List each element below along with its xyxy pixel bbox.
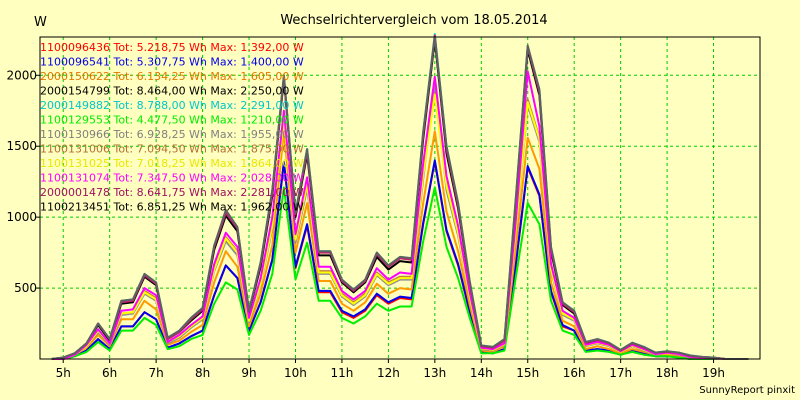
- x-tick-label: 11h: [330, 366, 353, 380]
- x-tick-label: 9h: [241, 366, 256, 380]
- x-tick-label: 5h: [56, 366, 71, 380]
- y-tick-label: 500: [14, 281, 37, 295]
- x-tick-label: 19h: [702, 366, 725, 380]
- legend-entry: 1100131006 Tot: 7.094,50 Wh Max: 1.875,0…: [40, 143, 304, 156]
- x-tick-label: 6h: [102, 366, 117, 380]
- gridlines: [40, 37, 760, 359]
- y-tick-label: 1500: [6, 139, 37, 153]
- plot-frame: [39, 36, 761, 360]
- x-tick-label: 8h: [195, 366, 210, 380]
- series-line-2000150622: [51, 130, 749, 360]
- series-lines: [51, 33, 749, 360]
- legend: 1100096436 Tot: 5.218,75 Wh Max: 1.392,0…: [40, 41, 304, 214]
- legend-entry: 1100131025 Tot: 7.018,25 Wh Max: 1.864,0…: [40, 157, 304, 170]
- x-tick-label: 17h: [609, 366, 632, 380]
- y-tick-label: 2000: [6, 68, 37, 82]
- series-line-1100131074: [51, 70, 749, 360]
- x-tick-label: 18h: [656, 366, 679, 380]
- y-axis-label: W: [34, 15, 47, 30]
- x-tick-label: 13h: [423, 366, 446, 380]
- legend-entry: 2000001478 Tot: 8.641,75 Wh Max: 2.281,0…: [40, 186, 304, 199]
- chart-title: Wechselrichtervergleich vom 18.05.2014: [280, 13, 547, 28]
- legend-entry: 1100213451 Tot: 6.851,25 Wh Max: 1.962,0…: [40, 201, 304, 214]
- legend-entry: 2000154799 Tot: 8.464,00 Wh Max: 2.250,0…: [40, 85, 304, 98]
- legend-entry: 2000150622 Tot: 6.134,25 Wh Max: 1.605,0…: [40, 70, 304, 83]
- x-tick-label: 14h: [470, 366, 493, 380]
- series-line-1100213451: [51, 36, 749, 360]
- legend-entry: 2000149882 Tot: 8.788,00 Wh Max: 2.291,0…: [40, 99, 304, 112]
- x-tick-label: 10h: [284, 366, 307, 380]
- y-tick-label: 1000: [6, 210, 37, 224]
- legend-entry: 1100129553 Tot: 4.477,50 Wh Max: 1.210,0…: [40, 114, 304, 127]
- legend-entry: 1100130966 Tot: 6.928,25 Wh Max: 1.955,0…: [40, 128, 304, 141]
- legend-entry: 1100096436 Tot: 5.218,75 Wh Max: 1.392,0…: [40, 41, 304, 54]
- legend-entry: 1100096541 Tot: 5.307,75 Wh Max: 1.400,0…: [40, 56, 304, 69]
- axes: 5h 6h 7h 8h 9h 10h 11h 12h 13h 14h 15h 16h 17h 18h 19h…: [6, 68, 725, 380]
- series-line-1100129553: [51, 186, 749, 360]
- legend-entry: 1100131074 Tot: 7.347,50 Wh Max: 2.028,0…: [40, 172, 304, 185]
- x-tick-label: 7h: [149, 366, 164, 380]
- x-tick-label: 12h: [377, 366, 400, 380]
- x-tick-label: 16h: [563, 366, 586, 380]
- x-tick-label: 15h: [516, 366, 539, 380]
- footer-credit: SunnyReport pinxit: [699, 385, 795, 396]
